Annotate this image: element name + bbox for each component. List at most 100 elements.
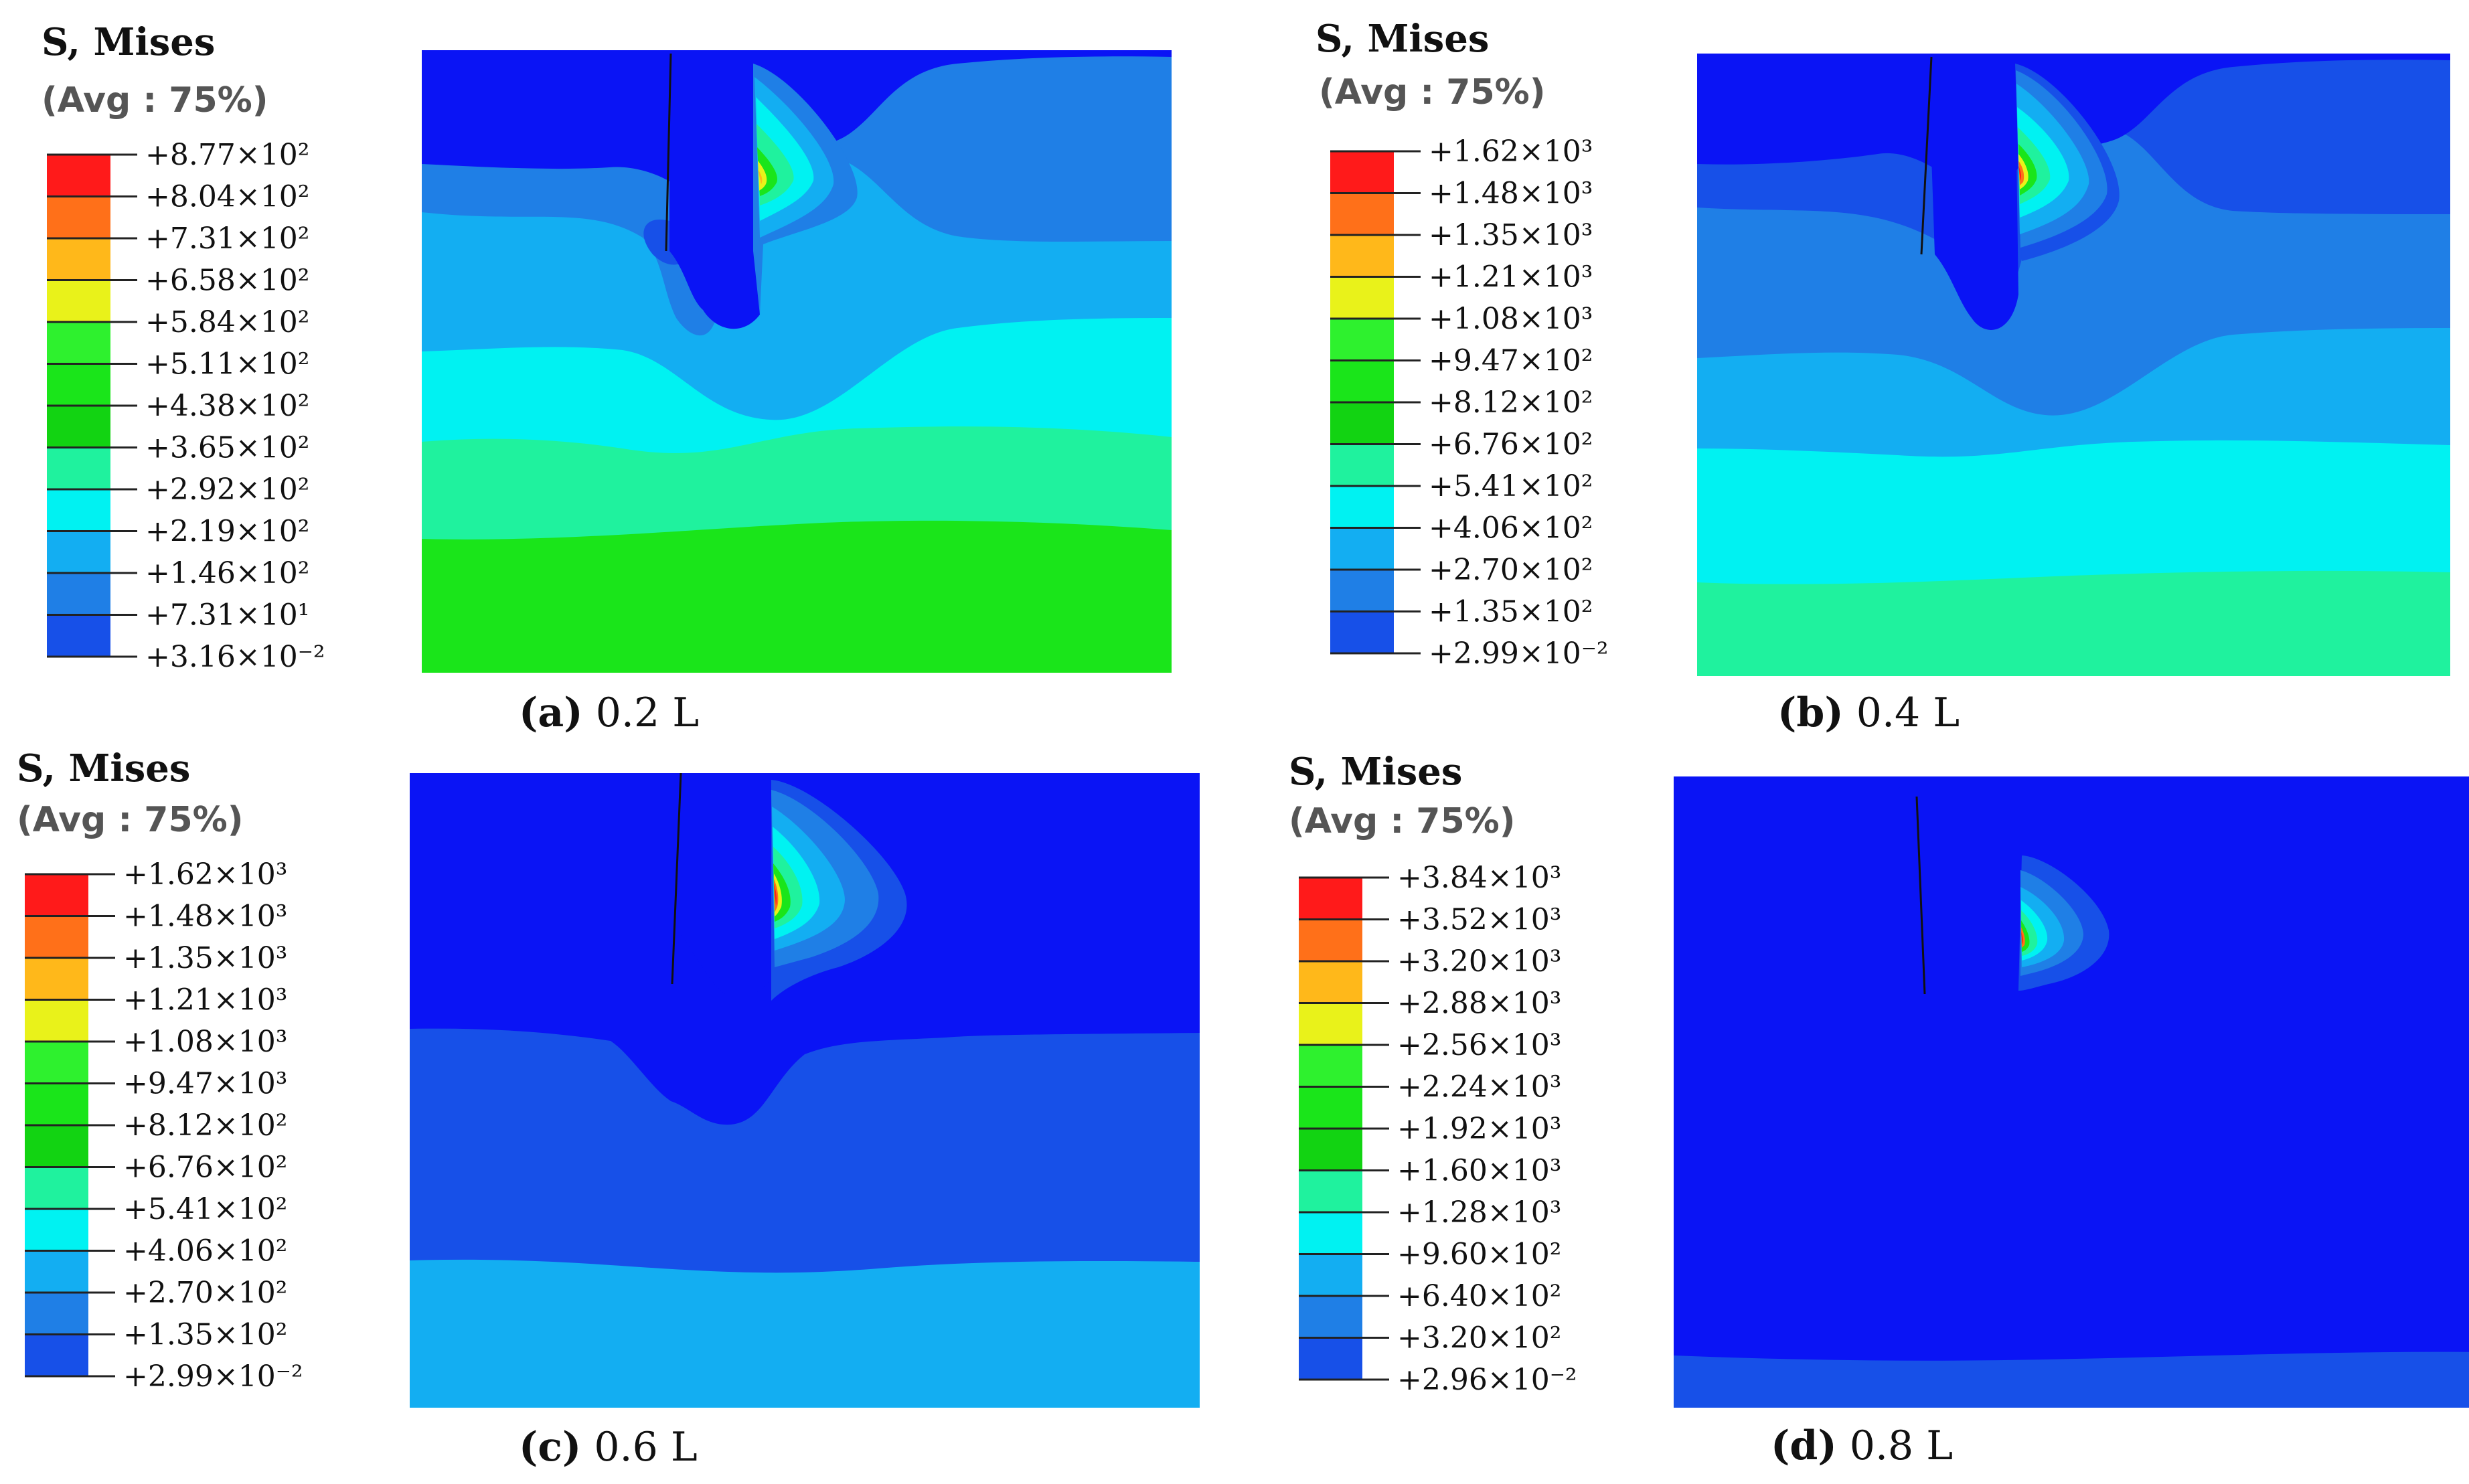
legend-band <box>47 155 110 197</box>
pile-region <box>678 773 775 998</box>
hotspot-c11 <box>2021 927 2025 948</box>
legend-band <box>25 999 88 1042</box>
legend-tick-label: +5.41×10² <box>123 1192 287 1226</box>
legend-band <box>1299 1129 1362 1171</box>
legend-b: +1.62×10³ +1.48×10³ +1.35×10³ +1.21×10³ +1.0… <box>1330 135 1609 671</box>
caption-value: 0.2 L <box>582 689 700 736</box>
legend-tick-label: +8.12×10² <box>123 1108 287 1143</box>
legend-tick-label: +6.40×10² <box>1397 1279 1561 1313</box>
legend-tick-label: +1.35×10³ <box>123 941 287 975</box>
hotspot-c9 <box>758 161 767 191</box>
legend-tick-label: +2.96×10⁻² <box>1397 1363 1577 1397</box>
legend-band <box>1330 527 1394 570</box>
legend-band <box>25 1209 88 1251</box>
legend-title: S, Mises <box>17 746 191 791</box>
legend-tick-label: +1.62×10³ <box>1429 135 1593 169</box>
legend-subtitle: (Avg : 75%) <box>1319 72 1546 112</box>
legend-tick-label: +3.52×10³ <box>1397 903 1561 937</box>
legend-tick-label: +1.48×10³ <box>1429 177 1593 211</box>
legend-subtitle: (Avg : 75%) <box>42 80 268 120</box>
legend-band <box>1330 151 1394 193</box>
legend-tick-label: +1.62×10³ <box>123 857 287 892</box>
legend-tick-label: +1.46×10² <box>145 556 309 590</box>
legend-tick-label: +1.48×10³ <box>123 900 287 934</box>
hotspot-c12 <box>2018 166 2021 181</box>
pile-edge-line <box>665 53 672 252</box>
legend-title: S, Mises <box>42 20 216 64</box>
legend-tick-label: +9.47×10³ <box>123 1067 287 1101</box>
legend-band <box>47 406 110 448</box>
band-c1-bottom <box>1674 1351 2469 1408</box>
legend-tick-label: +5.41×10² <box>1429 469 1593 503</box>
legend-tick-label: +6.76×10² <box>1429 428 1593 462</box>
hotspot-c12 <box>774 884 777 906</box>
legend-tick-label: +2.19×10² <box>145 515 309 549</box>
contour-plot-b <box>1697 54 2450 676</box>
legend-band <box>1299 1296 1362 1338</box>
caption-a: (a) 0.2 L <box>519 689 699 736</box>
legend-band <box>25 1293 88 1335</box>
caption-value: 0.6 L <box>581 1424 698 1471</box>
legend-subtitle: (Avg : 75%) <box>1289 801 1516 841</box>
caption-b: (b) 0.4 L <box>1777 689 1960 736</box>
band-c0 <box>1674 776 2469 1408</box>
caption-c: (c) 0.6 L <box>519 1424 698 1471</box>
legend-band <box>25 1167 88 1209</box>
legend-tick-label: +3.20×10² <box>1397 1321 1561 1355</box>
hotspot-c10 <box>758 169 763 184</box>
legend-band <box>47 489 110 531</box>
legend-title: S, Mises <box>1289 750 1463 794</box>
pile-edge-line <box>1920 56 1933 255</box>
legend-band <box>1330 193 1394 235</box>
legend-tick-label: +8.04×10² <box>145 180 309 214</box>
legend-tick-label: +2.24×10³ <box>1397 1070 1561 1104</box>
legend-tick-label: +1.60×10³ <box>1397 1154 1561 1188</box>
legend-tick-label: +2.92×10² <box>145 473 309 507</box>
legend-tick-label: +1.35×10² <box>1429 595 1593 629</box>
caption-value: 0.4 L <box>1843 689 1960 736</box>
legend-tick-label: +2.88×10³ <box>1397 987 1561 1021</box>
legend-tick-label: +9.60×10² <box>1397 1238 1561 1272</box>
legend-band <box>47 322 110 364</box>
legend-tick-label: +3.84×10³ <box>1397 861 1561 895</box>
legend-band <box>1330 235 1394 277</box>
legend-band <box>1299 919 1362 961</box>
legend-tick-label: +3.16×10⁻² <box>145 640 325 674</box>
panel-c: S, Mises (Avg : 75%) +1.62×10³ +1.48×10³ +… <box>0 733 1234 1475</box>
panel-a: S, Mises (Avg : 75%) +8.77×10² +8.04×10² +… <box>0 0 1234 742</box>
hotspot-c11 <box>2018 161 2024 185</box>
pile-top-bump <box>1888 776 2028 797</box>
legend-title: S, Mises <box>1316 17 1490 61</box>
caption-letter: (b) <box>1777 689 1844 736</box>
legend-tick-label: +7.31×10² <box>145 222 309 256</box>
legend-band <box>25 1125 88 1167</box>
pile-region <box>1928 57 2018 330</box>
contour-plot-c <box>410 773 1200 1408</box>
legend-tick-label: +3.65×10² <box>145 431 309 465</box>
legend-a: +8.77×10² +8.04×10² +7.31×10² +6.58×10² +5.8… <box>47 138 325 674</box>
legend-band <box>25 1083 88 1125</box>
legend-tick-label: +2.56×10³ <box>1397 1028 1561 1062</box>
legend-band <box>47 238 110 280</box>
caption-letter: (a) <box>519 689 583 736</box>
legend-band <box>1330 444 1394 486</box>
legend-band <box>47 531 110 573</box>
legend-band <box>25 958 88 1000</box>
legend-band <box>47 614 110 657</box>
legend-tick-label: +9.47×10² <box>1429 344 1593 378</box>
legend-tick-label: +1.21×10³ <box>123 983 287 1017</box>
legend-band <box>1299 1337 1362 1380</box>
legend-band <box>1299 1212 1362 1254</box>
legend-band <box>1299 1003 1362 1045</box>
legend-tick-label: +4.38×10² <box>145 389 309 423</box>
legend-tick-label: +1.35×10² <box>123 1318 287 1352</box>
legend-band <box>47 280 110 322</box>
legend-tick-label: +4.06×10² <box>1429 511 1593 546</box>
caption-d: (d) 0.8 L <box>1771 1422 1953 1469</box>
legend-band <box>1330 402 1394 444</box>
legend-band <box>1299 1254 1362 1296</box>
legend-tick-label: +2.99×10⁻² <box>123 1359 303 1394</box>
legend-band <box>1330 276 1394 319</box>
legend-tick-label: +8.77×10² <box>145 138 309 172</box>
legend-subtitle: (Avg : 75%) <box>17 800 244 840</box>
